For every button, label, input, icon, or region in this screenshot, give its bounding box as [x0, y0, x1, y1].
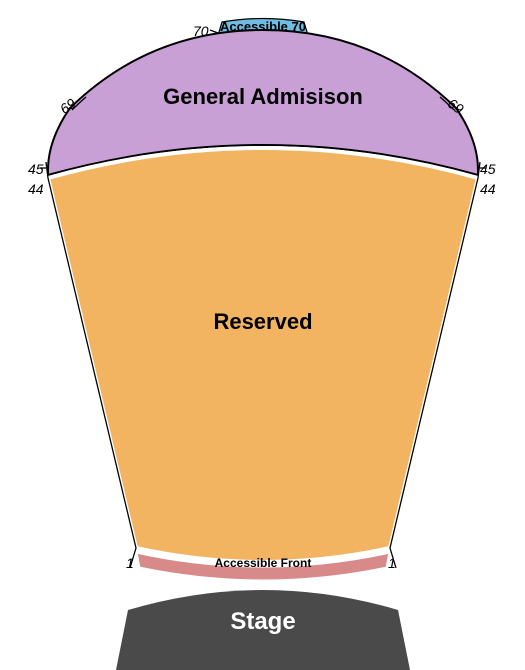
seating-chart-svg	[0, 0, 525, 670]
section-stage	[116, 590, 410, 670]
seating-chart: Accessible 70 General Admisison Reserved…	[0, 0, 525, 670]
section-reserved[interactable]	[48, 148, 478, 562]
